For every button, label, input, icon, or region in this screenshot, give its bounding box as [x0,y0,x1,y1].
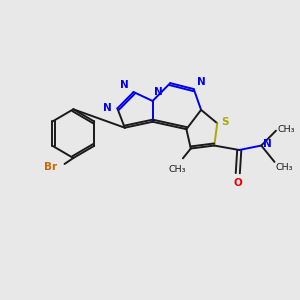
Text: N: N [263,139,272,149]
Text: CH₃: CH₃ [276,164,293,172]
Text: O: O [233,178,242,188]
Text: N: N [103,103,112,113]
Text: N: N [120,80,129,90]
Text: CH₃: CH₃ [278,125,295,134]
Text: S: S [221,117,228,127]
Text: N: N [197,77,206,87]
Text: Br: Br [44,162,57,172]
Text: N: N [154,87,163,98]
Text: CH₃: CH₃ [169,165,186,174]
